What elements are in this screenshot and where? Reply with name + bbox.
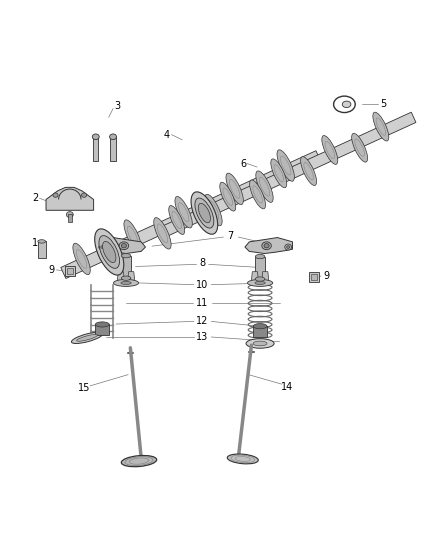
Ellipse shape [227,454,258,464]
Ellipse shape [255,277,265,281]
Bar [65,266,74,276]
Bar [311,274,317,280]
Ellipse shape [113,279,138,286]
Ellipse shape [99,236,120,268]
Polygon shape [117,272,124,280]
Bar [121,256,131,278]
Ellipse shape [285,244,292,250]
Ellipse shape [95,229,124,275]
Ellipse shape [191,192,218,234]
Text: 8: 8 [199,258,205,268]
Ellipse shape [352,133,367,162]
Text: 2: 2 [32,193,39,203]
Ellipse shape [92,134,99,140]
Text: 7: 7 [228,231,234,241]
Text: 14: 14 [281,382,293,392]
Ellipse shape [77,335,98,341]
Bar [110,137,116,160]
Ellipse shape [169,206,185,235]
Ellipse shape [300,157,317,185]
Ellipse shape [271,159,287,188]
Ellipse shape [101,246,104,248]
Bar [93,137,99,160]
Ellipse shape [255,281,265,285]
Ellipse shape [124,220,141,252]
Polygon shape [61,151,321,278]
Ellipse shape [264,244,269,248]
Ellipse shape [262,242,271,249]
Bar [38,241,46,258]
Ellipse shape [99,244,106,250]
Bar [95,325,109,335]
Ellipse shape [175,197,192,228]
Text: 5: 5 [380,99,386,109]
Ellipse shape [38,240,46,243]
Text: 6: 6 [240,159,247,168]
Polygon shape [245,238,293,254]
Ellipse shape [205,194,222,225]
Polygon shape [128,272,134,280]
Text: 9: 9 [48,265,54,275]
Ellipse shape [198,204,215,232]
Text: 15: 15 [78,383,90,393]
Polygon shape [251,272,258,280]
Bar [253,326,267,336]
Text: 4: 4 [164,130,170,140]
Ellipse shape [103,241,120,272]
Text: 1: 1 [32,238,38,248]
Bar [67,214,72,222]
Ellipse shape [66,212,73,217]
Ellipse shape [250,180,265,209]
Ellipse shape [253,324,267,329]
Bar [67,268,73,274]
Ellipse shape [121,276,131,280]
Ellipse shape [110,134,117,140]
Polygon shape [156,112,416,239]
Ellipse shape [277,150,294,181]
Ellipse shape [73,243,90,274]
Ellipse shape [287,246,290,248]
Ellipse shape [253,341,267,346]
Ellipse shape [95,322,109,327]
Ellipse shape [154,217,171,249]
Ellipse shape [71,332,103,343]
Ellipse shape [373,112,389,141]
Bar [309,272,319,281]
Ellipse shape [322,135,338,164]
Text: 3: 3 [114,101,120,111]
Ellipse shape [255,254,265,259]
Text: 10: 10 [196,280,208,290]
Ellipse shape [342,101,351,108]
Ellipse shape [121,281,131,285]
Ellipse shape [226,173,244,205]
Ellipse shape [220,182,236,211]
Ellipse shape [246,338,274,348]
Ellipse shape [247,279,272,286]
Polygon shape [46,188,94,211]
Polygon shape [98,238,145,254]
Ellipse shape [198,203,211,223]
Ellipse shape [53,193,58,197]
Ellipse shape [256,171,273,203]
Ellipse shape [119,242,129,249]
Ellipse shape [102,241,116,263]
Ellipse shape [195,198,214,228]
Bar [255,256,265,279]
Text: 11: 11 [196,298,208,308]
Ellipse shape [121,456,157,467]
Polygon shape [262,272,269,280]
Text: 9: 9 [323,271,329,281]
Text: 13: 13 [196,332,208,342]
Ellipse shape [121,244,127,248]
Ellipse shape [81,193,87,197]
Ellipse shape [121,254,131,258]
Text: 12: 12 [196,316,209,326]
